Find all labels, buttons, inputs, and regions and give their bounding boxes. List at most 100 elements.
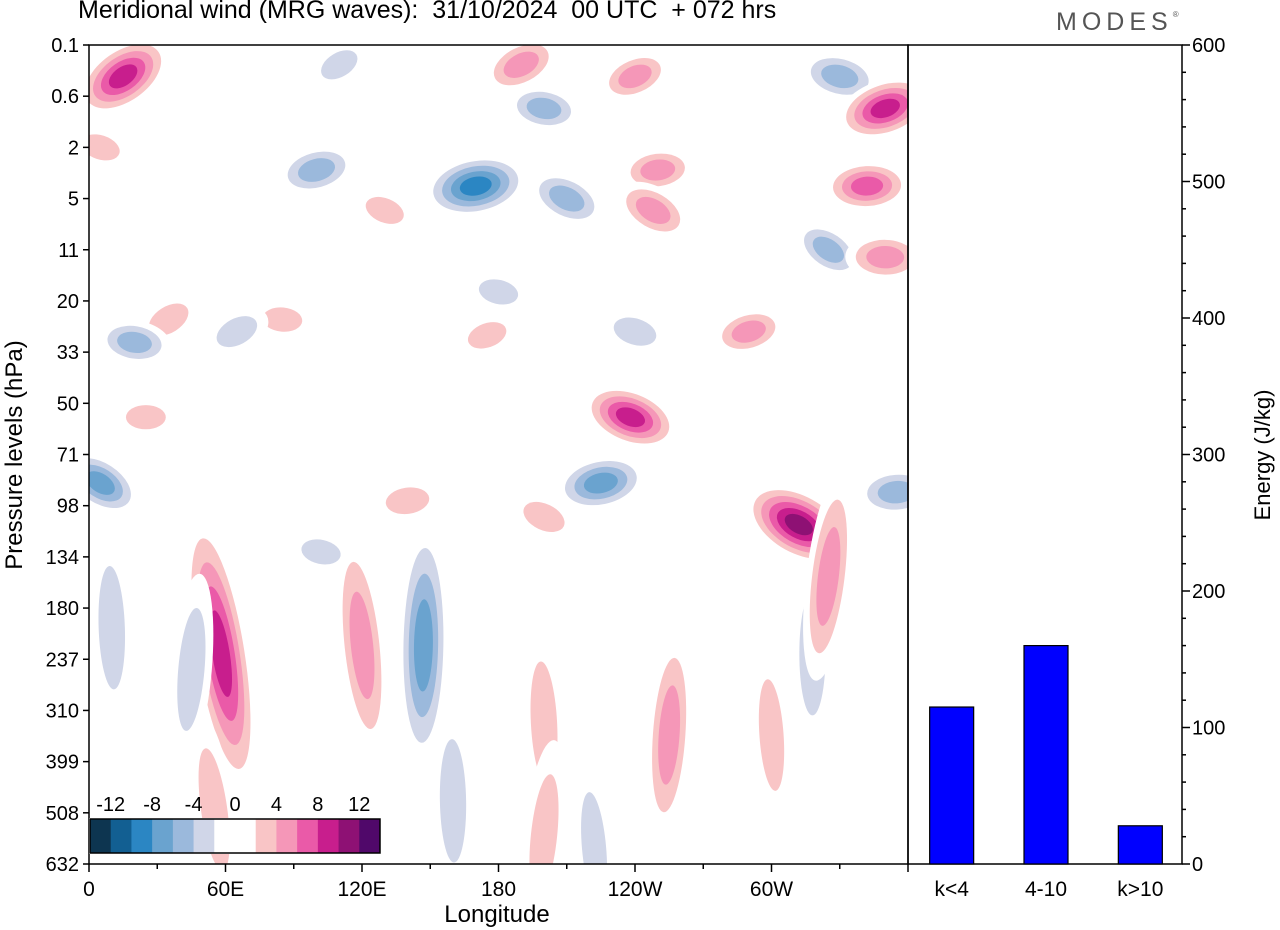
colorbar-swatch (152, 819, 174, 853)
negative-wind-cell (290, 532, 352, 572)
positive-wind-cell (521, 740, 567, 864)
energy-bars: k<4 4-10 k>10 (929, 644, 1163, 901)
longitude-tick-label: 120W (608, 878, 663, 901)
pressure-tick-label: 237 (46, 649, 79, 671)
longitude-tick-label: 60W (750, 878, 793, 901)
energy-axis-label: Energy (J/kg) (1250, 390, 1275, 521)
contour-band (685, 731, 721, 864)
negative-wind-cell (310, 45, 368, 88)
positive-wind-cell (645, 630, 693, 840)
longitude-tick-label: 180 (481, 878, 516, 901)
colorbar-label: -12 (96, 794, 125, 816)
positive-wind-cell (484, 45, 559, 93)
colorbar-label: 12 (348, 794, 370, 816)
colorbar-swatch (317, 819, 340, 853)
contour-band (117, 331, 152, 354)
pressure-tick-label: 180 (46, 598, 79, 620)
negative-wind-cell (555, 455, 647, 511)
contour-band (870, 98, 900, 119)
chart-title: Meridional wind (MRG waves): 31/10/2024 … (78, 0, 777, 24)
modes-logo: MODES® (1056, 8, 1179, 37)
positive-wind-cell (373, 480, 442, 522)
contour-band (549, 185, 585, 212)
negative-wind-cell (424, 155, 528, 218)
contour-band (816, 527, 841, 626)
pressure-axis: 0.1 0.6 2 5 11 20 33 50 71 98 134 180 237 310 399 508 63… (46, 35, 89, 876)
contour-band (581, 792, 608, 864)
negative-wind-cell (529, 171, 605, 227)
pressure-tick-label: 33 (57, 342, 79, 364)
contour-band (321, 50, 358, 80)
positive-wind-cell (114, 398, 177, 437)
energy-category-label: 4-10 (1025, 878, 1067, 901)
pressure-tick-label: 5 (68, 189, 79, 211)
negative-wind-cell (398, 522, 449, 769)
contour-band (216, 316, 258, 348)
contour-band (439, 739, 467, 863)
negative-wind-cell (856, 468, 908, 516)
contour-band (758, 679, 785, 791)
contour-band (108, 64, 138, 89)
contour-band (478, 279, 519, 305)
positive-wind-cell (335, 531, 389, 759)
negative-wind-cell (205, 307, 269, 356)
contour-band (523, 501, 565, 533)
contour-band (503, 51, 539, 78)
contour-band (618, 64, 652, 89)
colorbar-swatch (276, 819, 298, 853)
colorbar-swatch (359, 819, 381, 853)
contour-band (349, 591, 375, 700)
pressure-tick-label: 399 (46, 752, 79, 774)
pressure-tick-label: 632 (46, 854, 79, 876)
negative-wind-cell (91, 531, 133, 724)
positive-wind-cell (355, 189, 415, 232)
registered-mark: ® (1172, 10, 1179, 19)
positive-wind-cell (583, 385, 678, 450)
contour-band (89, 471, 115, 495)
pressure-tick-label: 11 (58, 240, 79, 262)
pressure-tick-label: 0.6 (51, 86, 79, 108)
colorbar-swatch (90, 819, 112, 853)
negative-wind-cell (379, 111, 436, 147)
energy-tick-label: 100 (1192, 718, 1225, 740)
positive-wind-cell (89, 45, 170, 116)
contour-band (877, 480, 908, 504)
pressure-tick-label: 98 (57, 496, 79, 518)
negative-wind-cell (685, 731, 721, 864)
contour-band (812, 236, 845, 263)
negative-wind-cell (380, 281, 435, 321)
y-axis-label: Pressure levels (hPa) (1, 340, 28, 569)
pressure-tick-label: 0.1 (51, 35, 79, 57)
contour-band (850, 176, 884, 196)
colorbar-swatch (338, 819, 360, 853)
contour-band (459, 176, 492, 196)
contour-band (380, 281, 435, 321)
contour-band (365, 196, 404, 224)
pressure-tick-label: 20 (57, 291, 79, 313)
positive-wind-cell (712, 308, 785, 356)
longitude-tick-label: 60E (207, 878, 244, 901)
energy-tick-label: 200 (1192, 581, 1225, 603)
contour-band (148, 303, 189, 336)
positive-wind-cell (751, 648, 792, 822)
energy-bar (1023, 644, 1069, 865)
contour-band (784, 513, 813, 536)
positive-wind-cell (803, 472, 854, 681)
energy-category-label: k>10 (1117, 878, 1163, 901)
colorbar: -12 -8 -4 0 4 8 12 (89, 794, 381, 854)
colorbar-label: 4 (271, 794, 282, 816)
pressure-tick-label: 50 (57, 393, 79, 415)
colorbar-swatch (110, 819, 132, 853)
energy-tick-label: 0 (1192, 854, 1203, 876)
positive-wind-cell (616, 181, 690, 239)
energy-bar (1117, 825, 1163, 865)
colorbar-label: -4 (185, 794, 203, 816)
x-axis-label: Longitude (444, 901, 549, 928)
negative-wind-cell (197, 73, 254, 109)
positive-wind-cell (251, 300, 314, 339)
energy-category-label: k<4 (934, 878, 969, 901)
negative-wind-cell (592, 657, 632, 813)
longitude-tick-label: 120E (337, 878, 386, 901)
contour-band (635, 196, 671, 224)
